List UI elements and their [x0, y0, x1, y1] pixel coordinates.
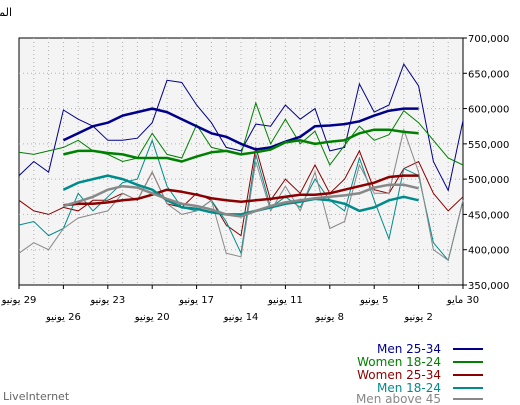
x-tick-label: 11 يونيو	[267, 295, 303, 306]
legend-label: Men 25-34	[377, 342, 441, 356]
trend-line-men-above-45	[63, 183, 419, 218]
trend-line-women-25-34	[63, 174, 419, 207]
x-tick-label: 26 يونيو	[45, 312, 81, 323]
y-tick-label: 400,000	[468, 246, 509, 257]
series-trend-lines	[62, 107, 419, 218]
y-tick-label: 450,000	[468, 210, 509, 221]
legend-item-men-25-34: Men 25-34	[377, 342, 483, 356]
legend-item-men-above-45: Men above 45	[356, 392, 483, 405]
y-tick-label: 500,000	[468, 175, 509, 186]
y-tick-label: 650,000	[468, 69, 509, 80]
x-tick-label: 5 يونيو	[359, 295, 388, 306]
legend-label: Women 18-24	[357, 355, 441, 369]
series-line-men-above-45	[18, 127, 464, 262]
legend-label: Women 25-34	[357, 368, 441, 382]
x-axis-ticks: 30 مايو 5 يونيو 11 يونيو 17 يونيو 23 يونيو 29…	[1, 285, 479, 323]
x-tick-label: 17 يونيو	[178, 295, 214, 306]
legend-label: Men 18-24	[377, 381, 441, 395]
footer-brand: LiveInternet	[3, 390, 70, 403]
series-line-men-18-24	[18, 138, 464, 262]
y-tick-label: 550,000	[468, 140, 509, 151]
x-tick-label: 2 يونيو	[403, 312, 432, 323]
y-axis-label: المرات	[0, 6, 12, 19]
x-tick-label: 29 يونيو	[1, 295, 37, 306]
x-tick-label: 30 مايو	[446, 295, 479, 306]
plot-area	[18, 37, 464, 286]
y-axis-ticks: 350,000 400,000 450,000 500,000 550,000 600,0…	[463, 34, 509, 292]
trend-line-women-18-24	[63, 128, 419, 163]
legend-item-women-25-34: Women 25-34	[357, 368, 483, 382]
x-tick-label: 8 يونيو	[315, 312, 344, 323]
legend: Men 25-34 Women 18-24 Women 25-34 Men 18…	[356, 342, 483, 405]
legend-item-women-18-24: Women 18-24	[357, 355, 483, 369]
trend-line-men-18-24	[62, 174, 419, 216]
y-tick-label: 350,000	[468, 281, 509, 292]
y-tick-label: 700,000	[468, 34, 509, 45]
x-tick-label: 20 يونيو	[134, 312, 170, 323]
x-tick-label: 14 يونيو	[223, 312, 259, 323]
trend-line-men-25-34	[62, 107, 419, 151]
y-tick-label: 600,000	[468, 105, 509, 116]
x-tick-label: 23 يونيو	[89, 295, 125, 306]
legend-item-men-18-24: Men 18-24	[377, 381, 483, 395]
legend-label: Men above 45	[356, 392, 441, 405]
